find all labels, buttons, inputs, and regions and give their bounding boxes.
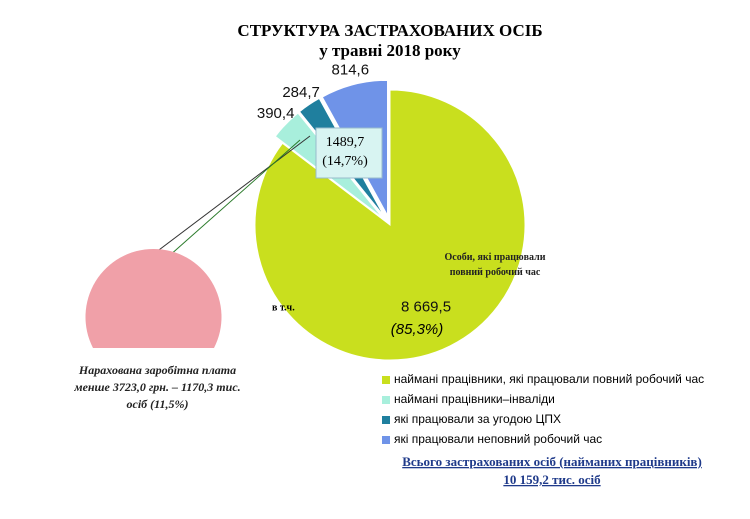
value-label: 8 669,5 bbox=[401, 299, 451, 316]
legend-label: наймані працівники–інваліди bbox=[394, 392, 555, 406]
legend-swatch bbox=[382, 396, 390, 404]
chart-subtitle: у травні 2018 року bbox=[319, 41, 461, 60]
main-slice-label: Особи, які працювали повний робочий час bbox=[444, 252, 546, 278]
value-label: 284,7 bbox=[282, 84, 320, 101]
main-share: (85,3%) bbox=[391, 321, 444, 338]
low-wage-segment bbox=[85, 248, 222, 348]
low-wage-label: Нарахована заробітна плата менше 3723,0 … bbox=[74, 363, 241, 411]
total-value: 10 159,2 тис. осіб bbox=[503, 472, 601, 487]
other-total: 1489,7 bbox=[326, 135, 365, 150]
arrow bbox=[159, 139, 301, 265]
connector-line bbox=[142, 135, 311, 263]
legend-swatch bbox=[382, 436, 390, 444]
legend-label: наймані працівники, які працювали повний… bbox=[394, 372, 704, 386]
legend-label: які працювали за угодою ЦПХ bbox=[394, 412, 561, 426]
main-slice-label-box: Особи, які працювали повний робочий час bbox=[444, 252, 546, 278]
pie: 8 669,5 390,4 284,7 814,6 bbox=[254, 62, 526, 361]
legend-label: які працювали неповний робочий час bbox=[394, 432, 602, 446]
value-label: 814,6 bbox=[332, 62, 370, 79]
legend: наймані працівники, які працювали повний… bbox=[382, 372, 704, 446]
legend-swatch bbox=[382, 376, 390, 384]
total-caption: Всього застрахованих осіб (найманих прац… bbox=[402, 454, 702, 469]
low-wage-box: Нарахована заробітна плата менше 3723,0 … bbox=[74, 363, 241, 411]
other-share: (14,7%) bbox=[322, 154, 368, 169]
total-box bbox=[315, 127, 383, 179]
value-label: 390,4 bbox=[257, 105, 295, 122]
including-label: в т.ч. bbox=[272, 302, 295, 313]
pie-slice bbox=[254, 89, 526, 361]
legend-swatch bbox=[382, 416, 390, 424]
chart-title: СТРУКТУРА ЗАСТРАХОВАНИХ ОСІБ bbox=[237, 21, 542, 40]
